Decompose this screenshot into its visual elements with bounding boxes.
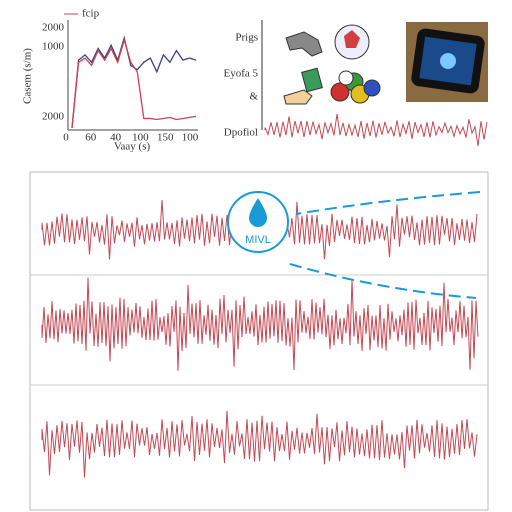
tablet-photo <box>406 22 488 102</box>
waveform <box>41 277 479 371</box>
x-tick-label: 150 <box>157 132 174 144</box>
label: & <box>249 91 258 103</box>
y-label: Casem (s/m) <box>22 48 34 104</box>
badge: MIVL <box>245 234 271 246</box>
balls-icon <box>330 70 381 104</box>
x-tick-label: 0 <box>63 132 69 144</box>
label: Dpofiol <box>224 127 258 139</box>
drop-icon <box>249 198 267 227</box>
hand-icon <box>285 31 323 57</box>
label: Eyofa 5 <box>223 68 258 80</box>
y-tick-label: 2000 <box>42 22 65 34</box>
panel <box>29 171 489 511</box>
waveform <box>41 410 478 478</box>
y-tick-label: 1000 <box>42 41 65 53</box>
y-tick-label: 2000 <box>42 111 65 123</box>
x-label: Vaay (s) <box>114 141 151 153</box>
x-tick-label: 60 <box>85 132 97 144</box>
hand-icon <box>283 67 323 105</box>
arrow <box>289 263 477 299</box>
waveform <box>264 113 488 146</box>
label: Prigs <box>235 32 258 44</box>
x-tick-label: 100 <box>182 132 199 144</box>
arrow <box>295 191 481 215</box>
x-tick-label: 100 <box>132 132 149 144</box>
globe-icon <box>334 24 370 60</box>
x-tick-label: 40 <box>110 132 122 144</box>
line <box>71 37 197 129</box>
legend: fcip <box>82 8 100 20</box>
